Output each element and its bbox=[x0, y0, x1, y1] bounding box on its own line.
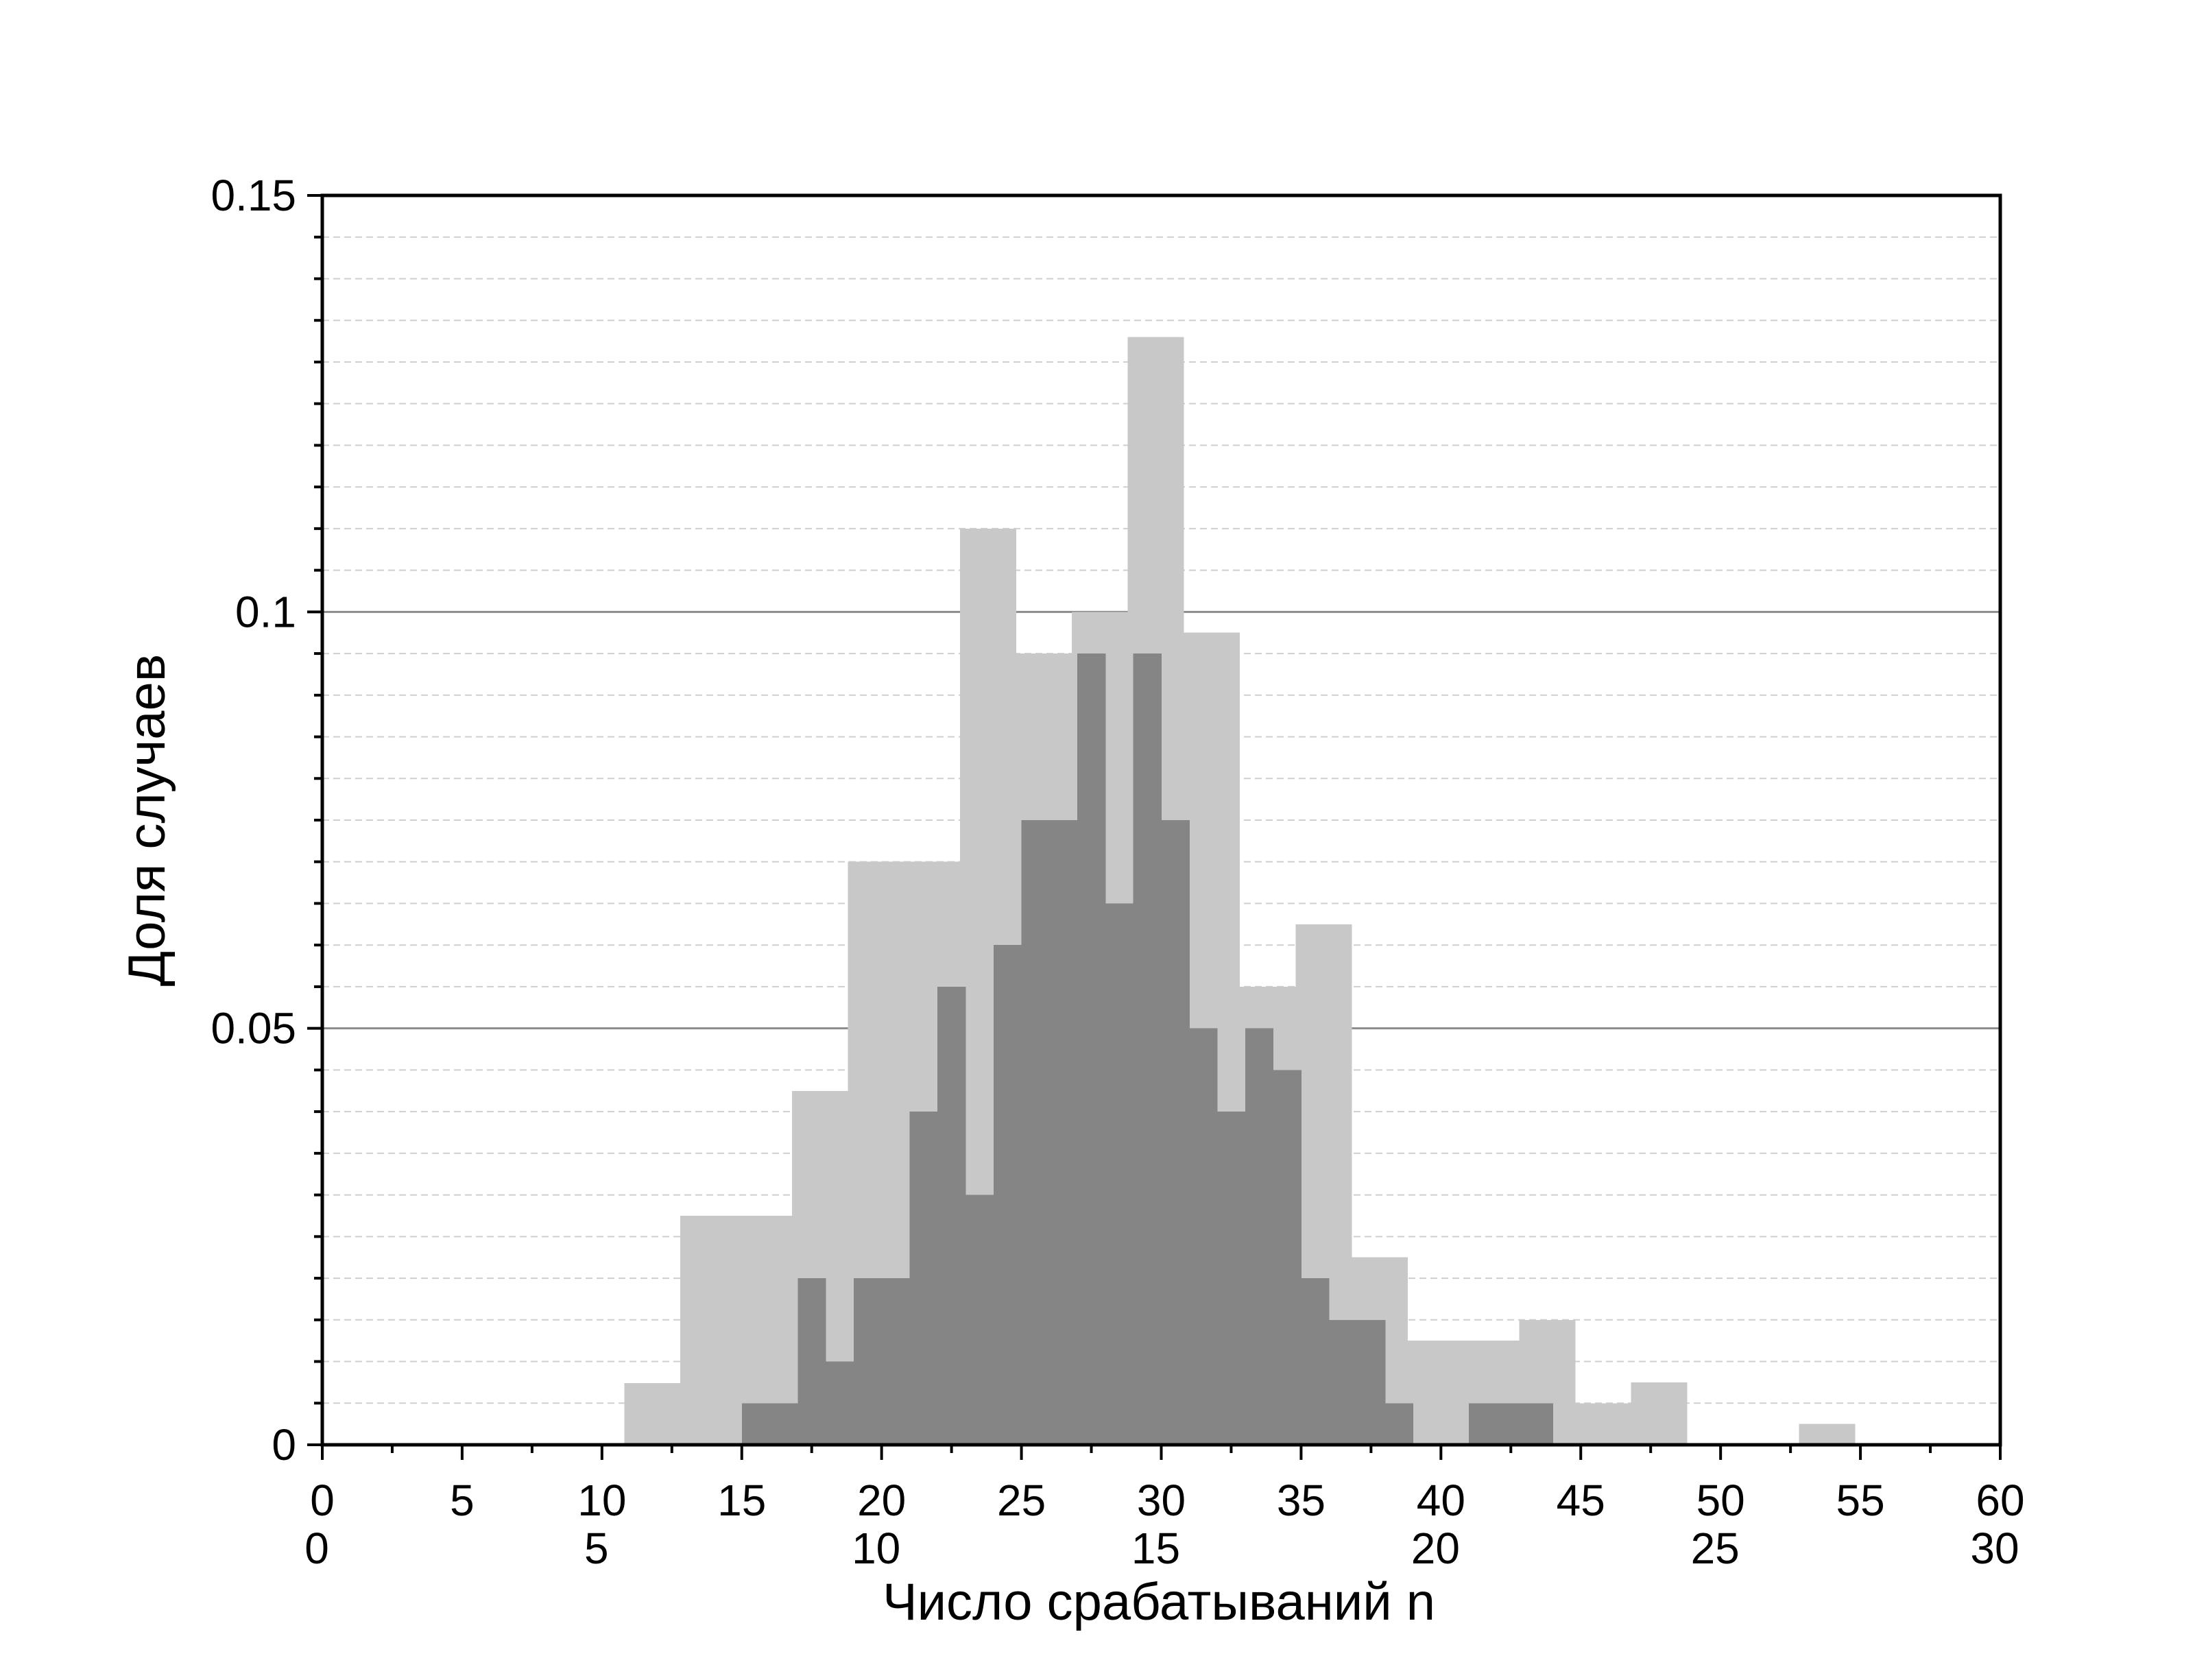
y-tick-label: 0.05 bbox=[211, 1004, 296, 1053]
dark-histogram-bar bbox=[1496, 1403, 1526, 1445]
x-secondary-tick-label: 20 bbox=[1411, 1524, 1460, 1573]
x-tick-label: 35 bbox=[1277, 1476, 1326, 1525]
dark-histogram-bar bbox=[881, 1278, 910, 1445]
x-tick-label: 60 bbox=[1976, 1476, 2024, 1525]
dark-histogram-bar bbox=[1161, 820, 1190, 1445]
dark-histogram-bar bbox=[1384, 1403, 1414, 1445]
y-tick-label: 0 bbox=[272, 1420, 296, 1469]
dark-histogram-bar bbox=[1329, 1319, 1358, 1445]
x-tick-label: 15 bbox=[717, 1476, 766, 1525]
x-tick-label: 20 bbox=[857, 1476, 906, 1525]
x-axis-title: Число срабатываний n bbox=[883, 1573, 1435, 1631]
x-secondary-tick-label: 5 bbox=[584, 1524, 609, 1573]
y-tick-label: 0.1 bbox=[235, 587, 296, 636]
x-secondary-tick-label: 15 bbox=[1131, 1524, 1180, 1573]
dark-histogram-bar bbox=[909, 1112, 938, 1445]
x-tick-label: 10 bbox=[577, 1476, 626, 1525]
axis-ticks bbox=[307, 194, 2002, 1460]
light-histogram-bar bbox=[1631, 1382, 1688, 1445]
dark-histogram-bar bbox=[1021, 820, 1050, 1445]
dark-histogram-bar bbox=[826, 1361, 854, 1445]
x-secondary-tick-label: 30 bbox=[1970, 1524, 2019, 1573]
light-histogram-bar bbox=[1799, 1424, 1856, 1445]
x-tick-label: 45 bbox=[1557, 1476, 1605, 1525]
light-histogram-bar bbox=[680, 1215, 737, 1445]
x-tick-label: 30 bbox=[1137, 1476, 1186, 1525]
dark-histogram-bar bbox=[993, 945, 1022, 1445]
dark-histogram-bar bbox=[1077, 653, 1106, 1445]
dark-histogram-bar bbox=[1356, 1319, 1386, 1445]
dark-histogram-bar bbox=[1245, 1028, 1274, 1445]
x-secondary-tick-label: 0 bbox=[304, 1524, 329, 1573]
y-axis-title: Доля случаев bbox=[118, 654, 176, 986]
dark-histogram-bar bbox=[1105, 903, 1134, 1445]
dark-histogram-bar bbox=[797, 1278, 826, 1445]
light-histogram-bar bbox=[1407, 1341, 1464, 1445]
x-secondary-tick-label: 10 bbox=[852, 1524, 900, 1573]
dark-histogram-bar bbox=[1301, 1278, 1330, 1445]
x-tick-label: 0 bbox=[310, 1476, 335, 1525]
dark-histogram-bar bbox=[741, 1403, 771, 1445]
x-axis-tick-labels-secondary: 0 5 10 15 20 25 30 bbox=[304, 1524, 2019, 1573]
dark-histogram-bar bbox=[1273, 1070, 1302, 1445]
dark-histogram-bar bbox=[1524, 1403, 1553, 1445]
x-tick-label: 55 bbox=[1836, 1476, 1884, 1525]
dark-bar-series bbox=[741, 653, 1553, 1445]
dark-histogram-bar bbox=[769, 1403, 798, 1445]
dark-histogram-bar bbox=[853, 1278, 883, 1445]
light-histogram-bar bbox=[624, 1383, 681, 1445]
y-tick-label: 0.15 bbox=[211, 171, 296, 220]
dark-histogram-bar bbox=[1217, 1112, 1246, 1445]
dark-histogram-bar bbox=[965, 1195, 994, 1445]
x-secondary-tick-label: 25 bbox=[1691, 1524, 1740, 1573]
x-tick-label: 5 bbox=[450, 1476, 475, 1525]
dark-histogram-bar bbox=[937, 986, 966, 1445]
y-axis-tick-labels: 0 0.05 0.1 0.15 bbox=[211, 171, 296, 1469]
x-tick-label: 50 bbox=[1696, 1476, 1745, 1525]
x-axis-tick-labels-primary: 0 5 10 15 20 25 30 35 40 45 50 55 60 bbox=[310, 1476, 2024, 1525]
x-tick-label: 25 bbox=[997, 1476, 1046, 1525]
dark-histogram-bar bbox=[1189, 1028, 1218, 1445]
x-tick-label: 40 bbox=[1417, 1476, 1465, 1525]
dark-histogram-bar bbox=[1049, 820, 1078, 1445]
light-histogram-bar bbox=[1575, 1403, 1632, 1445]
dark-histogram-bar bbox=[1133, 653, 1162, 1445]
dark-histogram-bar bbox=[1469, 1403, 1498, 1445]
